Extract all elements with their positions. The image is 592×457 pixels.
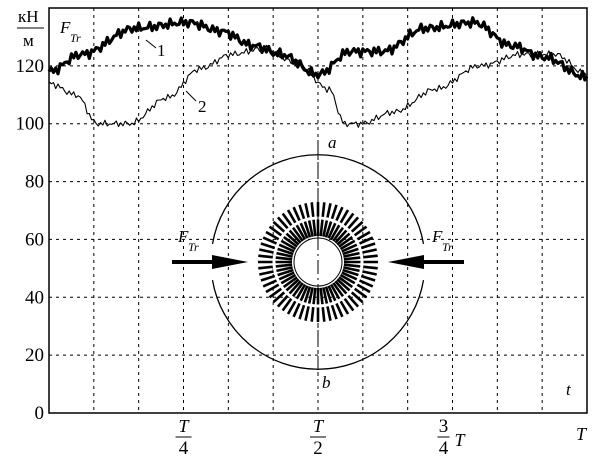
series-label-main: F — [59, 18, 71, 37]
series-2-leader — [185, 90, 197, 102]
inset-label-b: b — [322, 373, 331, 392]
series-1-line — [47, 16, 589, 82]
inset-force-left-sub: Tr — [188, 240, 199, 254]
series-label-sub: Tr — [70, 31, 81, 45]
x-tick-denominator: 4 — [179, 438, 189, 457]
x-tick-coef-denominator: 4 — [439, 438, 449, 457]
xlabel: t — [566, 380, 572, 399]
x-tick-coef-numerator: 3 — [439, 416, 449, 437]
y-tick-label: 40 — [25, 287, 44, 308]
x-tick-numerator: T — [313, 416, 325, 436]
y-tick-label: 80 — [25, 172, 44, 193]
inset-force-right-sub: Tr — [442, 240, 453, 254]
force-arrow-right-head — [388, 255, 424, 269]
y-tick-label: 0 — [35, 403, 45, 424]
ylabel-denominator: м — [23, 31, 34, 50]
series-2-line — [48, 44, 588, 128]
x-tick-numerator: T — [178, 416, 190, 436]
inset-label-a: a — [328, 133, 337, 152]
force-arrow-left-head — [212, 255, 248, 269]
y-axis-ticks: 0 20 40 60 80 100 120 — [16, 56, 45, 424]
x-tick-symbol: T — [576, 424, 588, 444]
ylabel-numerator: кН — [18, 7, 39, 26]
series-1-label: 1 — [157, 41, 166, 60]
x-tick-denominator: 2 — [313, 438, 323, 457]
y-tick-label: 100 — [16, 114, 45, 135]
y-tick-label: 20 — [25, 345, 44, 366]
outer-circle-top — [211, 154, 425, 245]
inset-force-right-main: F — [431, 227, 443, 246]
y-tick-label: 120 — [16, 56, 45, 77]
series-group — [47, 16, 589, 128]
series-1-leader — [145, 39, 157, 49]
series-2-label: 2 — [198, 97, 207, 116]
inset-force-left-main: F — [177, 227, 189, 246]
y-tick-label: 60 — [25, 229, 44, 250]
stator-inset: a b F Tr F Tr — [172, 133, 464, 392]
x-tick-symbol: T — [454, 430, 466, 450]
